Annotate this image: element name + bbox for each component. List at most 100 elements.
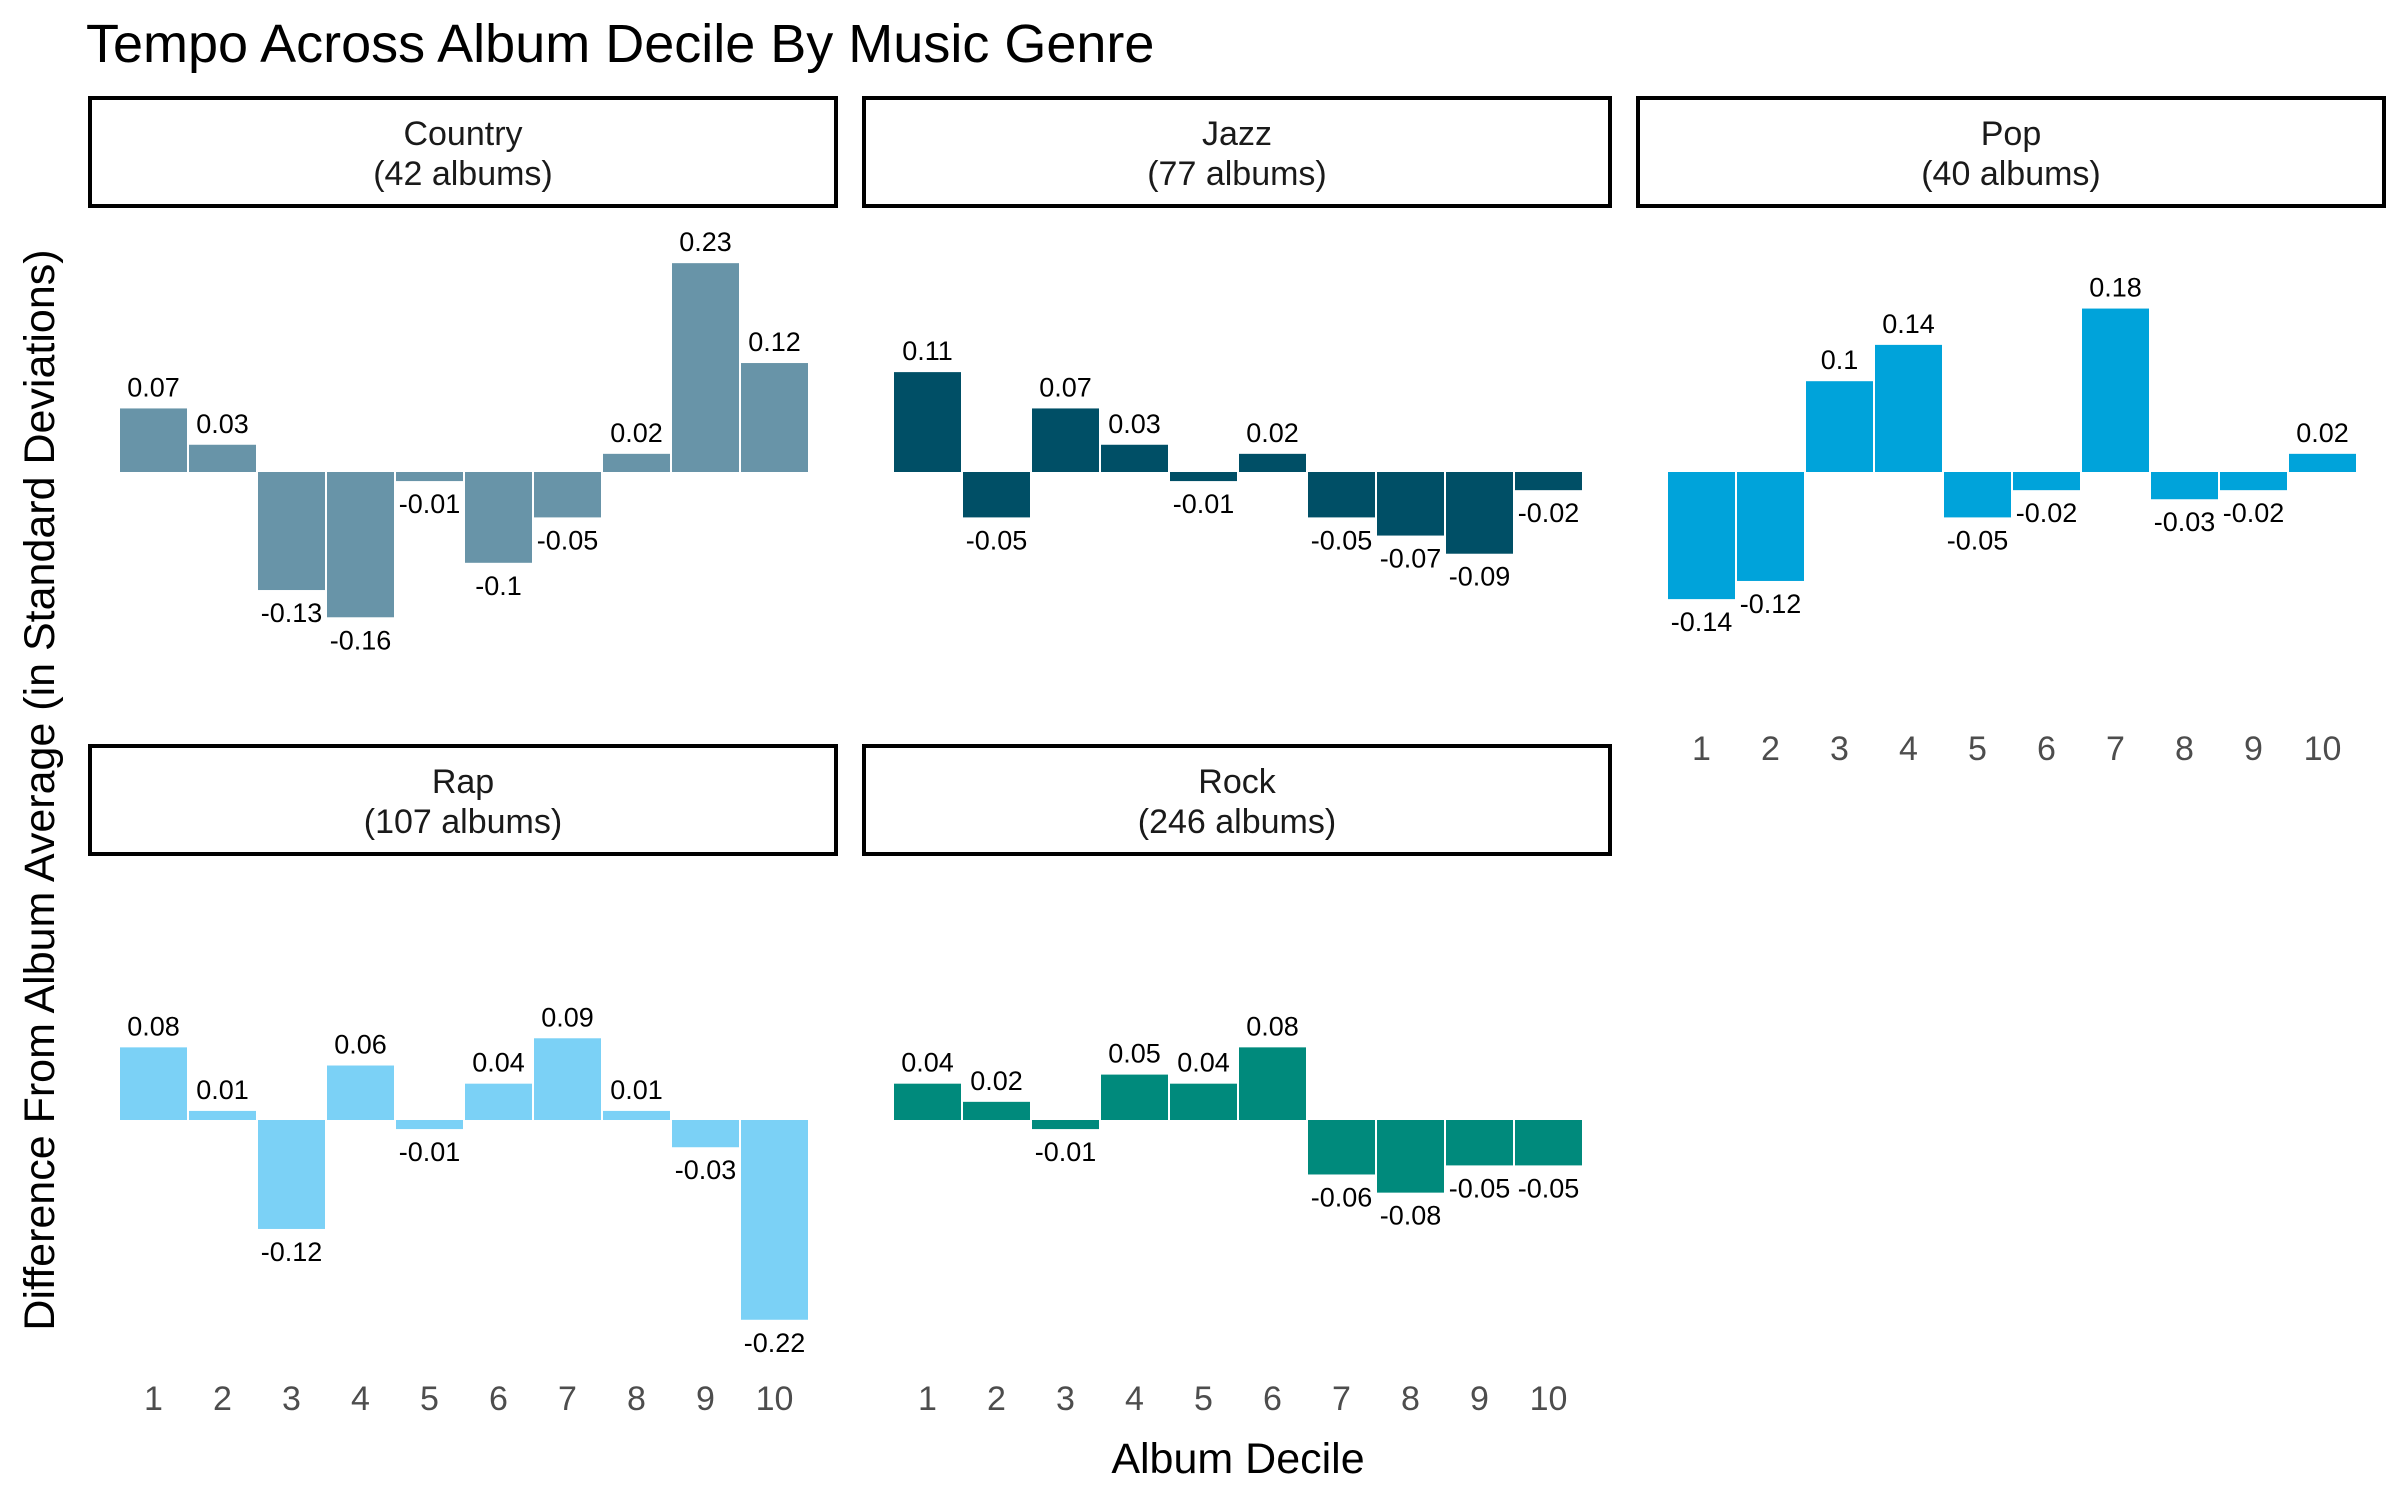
x-tick-label: 10 [1530, 1380, 1568, 1418]
bar [1737, 472, 1804, 581]
bar-value-label: 0.12 [748, 327, 801, 357]
bar-value-label: -0.02 [2223, 498, 2285, 528]
facet-jazz: Jazz(77 albums) 0.11 -0.05 0.07 0.03 -0.01 0.0… [862, 96, 1612, 592]
x-tick-label: 8 [2175, 730, 2194, 768]
bar [894, 372, 961, 472]
x-tick-label: 9 [696, 1380, 715, 1418]
bar-value-label: 0.01 [610, 1075, 663, 1105]
bar [396, 1120, 463, 1130]
bar [672, 1120, 739, 1148]
x-tick-label: 10 [2304, 730, 2342, 768]
bar [327, 1065, 394, 1120]
facet-pop: Pop(40 albums)-0.14-0.120.10.14-0.05-0.0… [1636, 96, 2386, 768]
bar-value-label: -0.09 [1449, 562, 1511, 592]
x-tick-label: 5 [1194, 1380, 1213, 1418]
facet-strip-genre: Rap [432, 763, 494, 801]
bar [963, 472, 1030, 518]
bar-value-label: -0.05 [1518, 1173, 1580, 1203]
x-tick-label: 4 [1899, 730, 1918, 768]
bar [1446, 1120, 1513, 1166]
x-tick-label: 10 [756, 1380, 794, 1418]
bar-value-label: 0.06 [334, 1030, 387, 1060]
bar [1170, 472, 1237, 482]
bar-value-label: 0.14 [1882, 309, 1935, 339]
bar [327, 472, 394, 618]
facet-strip-count: (77 albums) [1147, 155, 1327, 193]
x-tick-label: 1 [1692, 730, 1711, 768]
bar-value-label: -0.22 [744, 1328, 806, 1358]
facet-strip-count: (40 albums) [1921, 155, 2101, 193]
x-tick-label: 8 [627, 1380, 646, 1418]
facet-country: Country(42 albums) 0.07 0.03 -0.13-0.16 -0.0… [88, 96, 838, 655]
x-tick-label: 3 [282, 1380, 301, 1418]
bar-value-label: -0.01 [399, 1137, 461, 1167]
bar-value-label: -0.13 [261, 598, 323, 628]
x-tick-label: 5 [1968, 730, 1987, 768]
bar [1377, 1120, 1444, 1193]
bar [1806, 381, 1873, 472]
bar [1032, 408, 1099, 472]
bar-value-label: 0.04 [1177, 1048, 1230, 1078]
bar-value-label: -0.01 [399, 489, 461, 519]
bar-value-label: -0.05 [537, 525, 599, 555]
bar [465, 472, 532, 563]
facet-strip [88, 96, 838, 208]
bar-value-label: 0.03 [1108, 409, 1161, 439]
x-tick-label: 2 [987, 1380, 1006, 1418]
bar-value-label: -0.02 [2016, 498, 2078, 528]
bar [672, 263, 739, 472]
bar-value-label: -0.16 [330, 625, 392, 655]
bar [120, 408, 187, 472]
bar [1101, 444, 1168, 472]
bar [1944, 472, 2011, 518]
bar [189, 444, 256, 472]
facet-panels: Country(42 albums) 0.07 0.03 -0.13-0.16 -0.0… [88, 96, 2386, 1418]
bar [1377, 472, 1444, 536]
bar [2082, 308, 2149, 472]
bar-value-label: 0.07 [127, 372, 180, 402]
x-tick-label: 6 [2037, 730, 2056, 768]
facet-strip-count: (107 albums) [364, 803, 562, 841]
facet-strip-count: (42 albums) [373, 155, 553, 193]
bar-value-label: 0.07 [1039, 372, 1092, 402]
bar [1875, 344, 1942, 472]
bar-value-label: 0.02 [2296, 418, 2349, 448]
bar [258, 472, 325, 591]
bar-value-label: -0.03 [2154, 507, 2216, 537]
bar [534, 472, 601, 518]
x-tick-label: 1 [918, 1380, 937, 1418]
facet-strip [88, 744, 838, 856]
bar [1515, 1120, 1582, 1166]
x-tick-label: 1 [144, 1380, 163, 1418]
bar-value-label: -0.02 [1518, 498, 1580, 528]
bar-value-label: -0.01 [1173, 489, 1235, 519]
bar [1668, 472, 1735, 600]
x-tick-label: 2 [1761, 730, 1780, 768]
facet-rock: Rock(246 albums) 0.04 0.02 -0.01 0.05 0.04 0.0… [862, 744, 1612, 1418]
facet-strip [862, 96, 1612, 208]
x-tick-label: 3 [1056, 1380, 1075, 1418]
x-tick-label: 4 [351, 1380, 370, 1418]
facet-strip-genre: Country [403, 115, 522, 153]
bar [1101, 1074, 1168, 1120]
bar [1308, 1120, 1375, 1175]
bar-value-label: 0.1 [1821, 345, 1859, 375]
bar-value-label: -0.14 [1671, 607, 1733, 637]
bar [1515, 472, 1582, 491]
bar-value-label: 0.05 [1108, 1039, 1161, 1069]
chart-title: Tempo Across Album Decile By Music Genre [86, 14, 1154, 74]
bar-value-label: 0.18 [2089, 273, 2142, 303]
x-tick-label: 2 [213, 1380, 232, 1418]
bar-value-label: -0.05 [1311, 525, 1373, 555]
bar-value-label: -0.06 [1311, 1182, 1373, 1212]
bar [396, 472, 463, 482]
bar [741, 1120, 808, 1320]
bar-value-label: 0.02 [970, 1066, 1023, 1096]
bar-value-label: 0.04 [901, 1048, 954, 1078]
bar-value-label: 0.08 [127, 1011, 180, 1041]
x-tick-label: 5 [420, 1380, 439, 1418]
bar-value-label: 0.02 [610, 418, 663, 448]
bar-value-label: -0.05 [1449, 1173, 1511, 1203]
bar-value-label: 0.04 [472, 1048, 525, 1078]
